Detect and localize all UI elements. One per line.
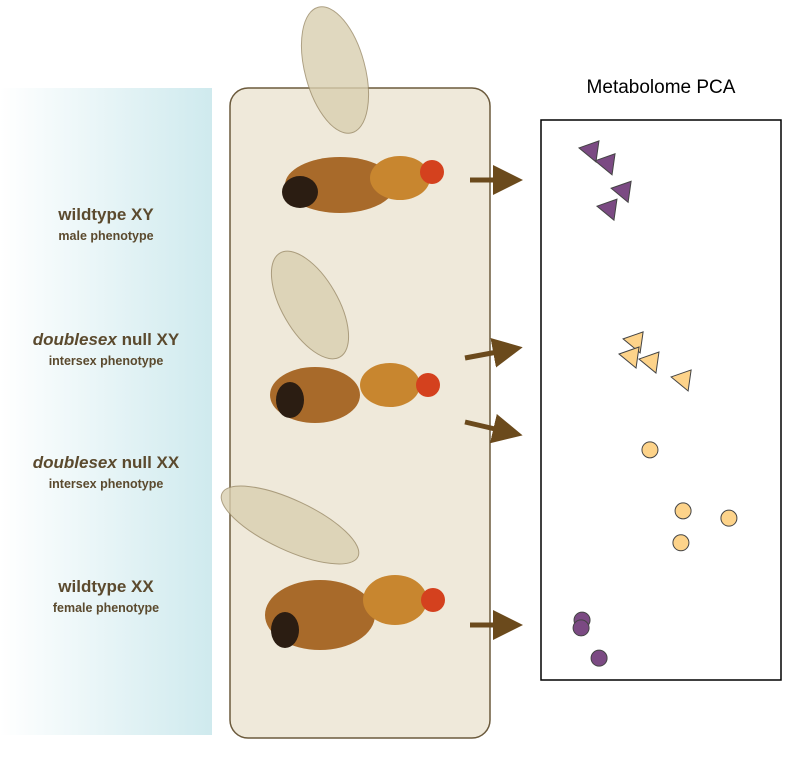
label-name: wildtype XX	[57, 577, 154, 596]
label-subtitle: female phenotype	[53, 601, 159, 615]
label-name: null XX	[122, 453, 180, 472]
triangle-point	[637, 351, 660, 374]
circle-point	[720, 509, 738, 527]
triangle-point	[610, 180, 632, 204]
label-subtitle: intersex phenotype	[49, 477, 164, 491]
labels: wildtype XY male phenotype doublesex null …	[33, 205, 180, 615]
triangle-point	[594, 153, 616, 176]
label-subtitle: intersex phenotype	[49, 354, 164, 368]
triangle-point	[670, 369, 692, 392]
triangle-point	[577, 140, 600, 163]
label-title: doublesex null XY	[33, 330, 180, 349]
label-title: wildtype XY	[57, 205, 154, 224]
label-name: null XY	[122, 330, 180, 349]
circle-point	[674, 502, 692, 520]
label-title: wildtype XX	[57, 577, 154, 596]
label-subtitle: male phenotype	[58, 229, 153, 243]
triangle-point	[618, 346, 640, 369]
circle-point	[572, 619, 590, 637]
label-title: doublesex null XX	[33, 453, 180, 472]
circle-point	[641, 441, 659, 459]
circle-point	[590, 649, 608, 667]
label-emphasis: doublesex	[33, 453, 119, 472]
label-emphasis: doublesex	[33, 330, 119, 349]
fly-photo	[220, 6, 491, 739]
label-panel	[0, 88, 212, 735]
plot-frame	[540, 119, 782, 681]
label-name: wildtype XY	[57, 205, 154, 224]
circle-point	[672, 534, 690, 552]
arrows	[464, 165, 523, 640]
chart-title: Metabolome PCA	[587, 77, 736, 98]
triangle-point	[595, 198, 618, 222]
